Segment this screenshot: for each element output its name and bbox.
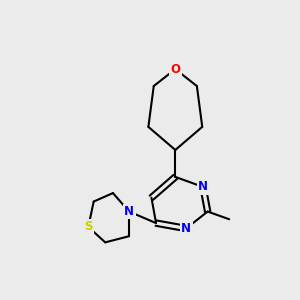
Text: N: N [198, 180, 208, 194]
Text: O: O [170, 63, 180, 76]
Text: N: N [181, 222, 191, 235]
Text: N: N [124, 205, 134, 218]
Text: S: S [84, 220, 93, 233]
